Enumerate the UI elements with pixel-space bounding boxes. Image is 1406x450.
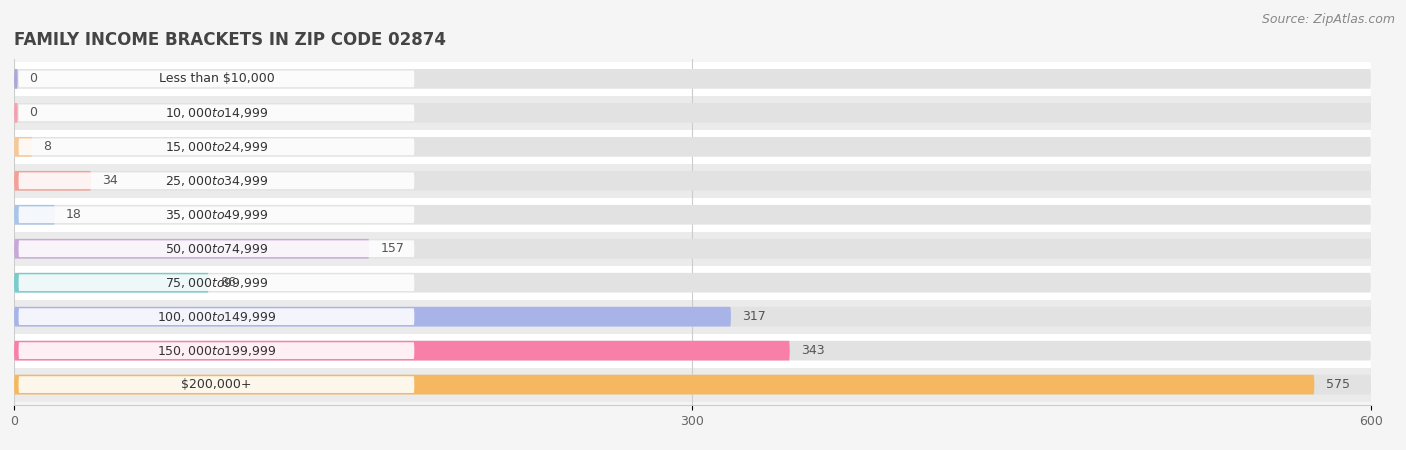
FancyBboxPatch shape: [18, 207, 415, 223]
FancyBboxPatch shape: [18, 104, 415, 121]
FancyBboxPatch shape: [14, 273, 1371, 292]
Text: 34: 34: [103, 174, 118, 187]
FancyBboxPatch shape: [14, 273, 208, 292]
Text: 343: 343: [801, 344, 825, 357]
Bar: [0, 333, 1406, 368]
FancyBboxPatch shape: [14, 341, 790, 360]
Text: $25,000 to $34,999: $25,000 to $34,999: [165, 174, 269, 188]
Text: FAMILY INCOME BRACKETS IN ZIP CODE 02874: FAMILY INCOME BRACKETS IN ZIP CODE 02874: [14, 31, 446, 49]
Text: $100,000 to $149,999: $100,000 to $149,999: [156, 310, 276, 324]
FancyBboxPatch shape: [18, 342, 415, 359]
FancyBboxPatch shape: [14, 137, 1371, 157]
FancyBboxPatch shape: [14, 239, 370, 259]
FancyBboxPatch shape: [18, 139, 415, 155]
FancyBboxPatch shape: [14, 375, 1371, 395]
Text: 157: 157: [381, 242, 405, 255]
Text: $75,000 to $99,999: $75,000 to $99,999: [165, 276, 269, 290]
FancyBboxPatch shape: [14, 341, 1371, 360]
FancyBboxPatch shape: [14, 307, 1371, 327]
Bar: [0, 96, 1406, 130]
FancyBboxPatch shape: [18, 376, 415, 393]
FancyBboxPatch shape: [14, 239, 1371, 259]
FancyBboxPatch shape: [18, 274, 415, 291]
Bar: [0, 130, 1406, 164]
Text: 317: 317: [742, 310, 766, 323]
Text: $35,000 to $49,999: $35,000 to $49,999: [165, 208, 269, 222]
FancyBboxPatch shape: [14, 205, 55, 225]
FancyBboxPatch shape: [18, 240, 415, 257]
Text: 0: 0: [30, 106, 37, 119]
FancyBboxPatch shape: [18, 308, 415, 325]
Text: Source: ZipAtlas.com: Source: ZipAtlas.com: [1261, 14, 1395, 27]
Text: Less than $10,000: Less than $10,000: [159, 72, 274, 86]
Text: $150,000 to $199,999: $150,000 to $199,999: [156, 344, 276, 358]
Text: 18: 18: [66, 208, 82, 221]
Bar: [0, 300, 1406, 333]
Text: $15,000 to $24,999: $15,000 to $24,999: [165, 140, 269, 154]
FancyBboxPatch shape: [18, 172, 415, 189]
Bar: [0, 164, 1406, 198]
Bar: [0, 232, 1406, 266]
Text: $10,000 to $14,999: $10,000 to $14,999: [165, 106, 269, 120]
FancyBboxPatch shape: [14, 205, 1371, 225]
Text: $50,000 to $74,999: $50,000 to $74,999: [165, 242, 269, 256]
FancyBboxPatch shape: [14, 171, 1371, 191]
FancyBboxPatch shape: [14, 171, 91, 191]
FancyBboxPatch shape: [14, 103, 18, 123]
Bar: [0, 62, 1406, 96]
Text: $200,000+: $200,000+: [181, 378, 252, 391]
Text: 86: 86: [219, 276, 236, 289]
Bar: [0, 368, 1406, 401]
Bar: [0, 198, 1406, 232]
FancyBboxPatch shape: [14, 69, 18, 89]
Bar: [0, 266, 1406, 300]
Text: 8: 8: [44, 140, 52, 153]
FancyBboxPatch shape: [14, 69, 1371, 89]
FancyBboxPatch shape: [14, 307, 731, 327]
FancyBboxPatch shape: [14, 137, 32, 157]
Text: 0: 0: [30, 72, 37, 86]
FancyBboxPatch shape: [14, 103, 1371, 123]
FancyBboxPatch shape: [14, 375, 1315, 395]
FancyBboxPatch shape: [18, 71, 415, 87]
Text: 575: 575: [1326, 378, 1350, 391]
